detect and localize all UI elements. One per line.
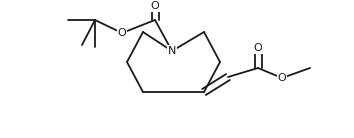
Text: O: O [118, 28, 126, 38]
Text: O: O [253, 43, 262, 53]
Text: O: O [150, 1, 159, 11]
Text: O: O [278, 73, 286, 83]
Text: N: N [168, 46, 176, 56]
